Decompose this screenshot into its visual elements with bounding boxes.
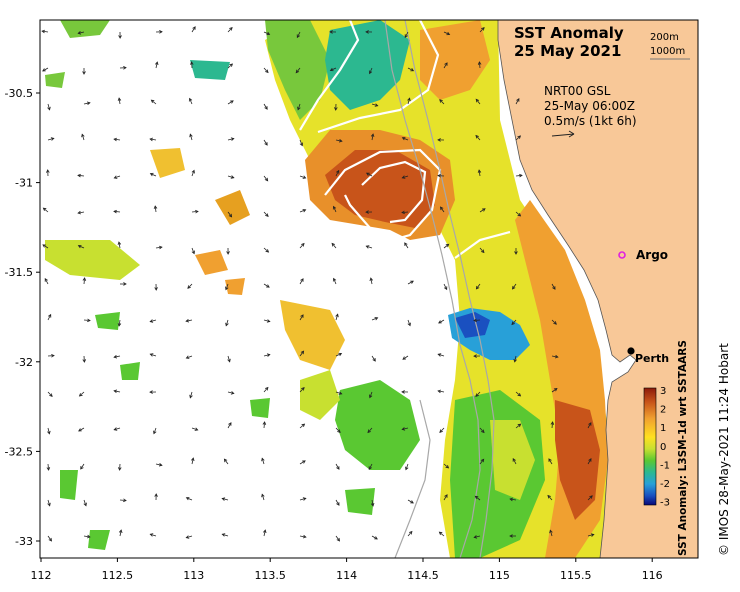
perth-marker (627, 347, 634, 354)
x-tick-label: 113 (183, 569, 204, 582)
perth-label: Perth (635, 352, 669, 365)
x-tick-label: 114 (336, 569, 357, 582)
scale-vector-label: 0.5m/s (1kt 6h) (544, 114, 637, 128)
y-tick-label: -31 (15, 177, 33, 190)
colorbar-tick-label: -1 (660, 460, 670, 471)
map-title-line1: SST Anomaly (514, 24, 624, 42)
y-tick-label: -31.5 (5, 266, 33, 279)
x-tick-label: 113.5 (254, 569, 286, 582)
colorbar-tick-label: -3 (660, 498, 670, 509)
x-tick-label: 115.5 (560, 569, 592, 582)
colorbar-tick-label: 0 (660, 442, 666, 453)
argo-label: Argo (636, 248, 668, 262)
current-time: 25-May 06:00Z (544, 99, 635, 113)
x-tick-label: 115 (489, 569, 510, 582)
colorbar-tick-label: 3 (660, 386, 666, 397)
y-tick-label: -33 (15, 535, 33, 548)
x-axis: 112 112.5 113 113.5 114 114.5 115 115.5 116 (31, 558, 663, 582)
colorbar-tick-label: -2 (660, 479, 670, 490)
x-tick-label: 114.5 (407, 569, 439, 582)
colorbar-title: SST Anomaly: L3SM-1d wrt SSTAARS (677, 340, 689, 556)
y-axis: -30.5 -31 -31.5 -32 -32.5 -33 (5, 87, 40, 548)
colorbar-tick-label: 2 (660, 405, 666, 416)
colorbar-tick-label: 1 (660, 423, 666, 434)
x-tick-label: 112.5 (102, 569, 134, 582)
x-tick-label: 116 (642, 569, 663, 582)
x-tick-label: 112 (31, 569, 52, 582)
map-title-line2: 25 May 2021 (514, 42, 621, 60)
y-tick-label: -32 (15, 356, 33, 369)
y-tick-label: -30.5 (5, 87, 33, 100)
colorbar (644, 388, 656, 505)
credit-text: © IMOS 28-May-2021 11:24 Hobart (717, 343, 731, 556)
y-tick-label: -32.5 (5, 445, 33, 458)
depth-label-1000m: 1000m (650, 46, 685, 57)
current-source: NRT00 GSL (544, 84, 611, 98)
depth-label-200m: 200m (650, 32, 679, 43)
